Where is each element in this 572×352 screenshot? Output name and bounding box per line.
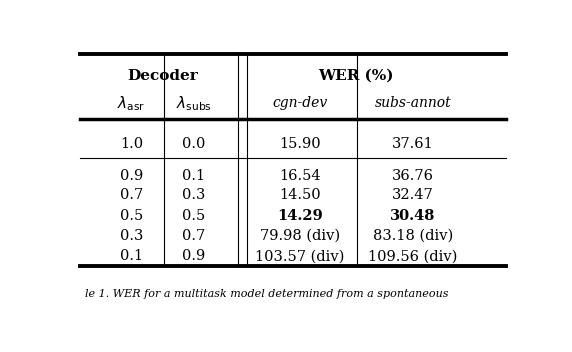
Text: 0.0: 0.0 (182, 137, 205, 151)
Text: 0.5: 0.5 (182, 209, 205, 223)
Text: Decoder: Decoder (127, 69, 198, 83)
Text: 37.61: 37.61 (392, 137, 434, 151)
Text: 16.54: 16.54 (279, 169, 321, 183)
Text: 14.29: 14.29 (277, 209, 323, 223)
Text: 15.90: 15.90 (279, 137, 321, 151)
Text: 0.3: 0.3 (182, 188, 205, 202)
Text: 1.0: 1.0 (120, 137, 143, 151)
Text: 0.1: 0.1 (182, 169, 205, 183)
Text: 103.57 (div): 103.57 (div) (255, 249, 344, 263)
Text: 109.56 (div): 109.56 (div) (368, 249, 458, 263)
Text: 83.18 (div): 83.18 (div) (373, 229, 453, 243)
Text: 0.5: 0.5 (120, 209, 143, 223)
Text: $\lambda_{\mathrm{subs}}$: $\lambda_{\mathrm{subs}}$ (176, 94, 211, 113)
Text: 0.9: 0.9 (120, 169, 143, 183)
Text: le 1. WER for a multitask model determined from a spontaneous: le 1. WER for a multitask model determin… (85, 289, 448, 299)
Text: WER (%): WER (%) (319, 69, 394, 83)
Text: cgn-dev: cgn-dev (272, 96, 327, 110)
Text: 0.7: 0.7 (182, 229, 205, 243)
Text: subs-annot: subs-annot (375, 96, 451, 110)
Text: 30.48: 30.48 (390, 209, 435, 223)
Text: 32.47: 32.47 (392, 188, 434, 202)
Text: 0.9: 0.9 (182, 249, 205, 263)
Text: 79.98 (div): 79.98 (div) (260, 229, 340, 243)
Text: 36.76: 36.76 (392, 169, 434, 183)
Text: 0.7: 0.7 (120, 188, 143, 202)
Text: 14.50: 14.50 (279, 188, 321, 202)
Text: 0.1: 0.1 (120, 249, 143, 263)
Text: $\lambda_{\mathrm{asr}}$: $\lambda_{\mathrm{asr}}$ (117, 94, 145, 113)
Text: 0.3: 0.3 (120, 229, 143, 243)
